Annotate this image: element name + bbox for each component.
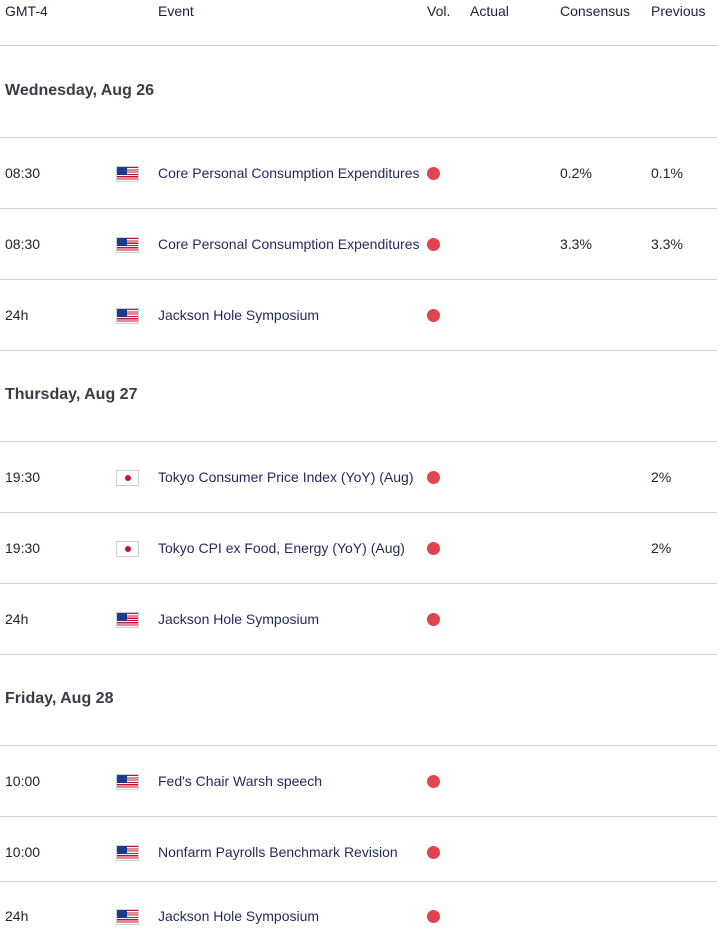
calendar-header: GMT-4 Event Vol. Actual Consensus Previo…	[0, 0, 717, 46]
high-volatility-dot-icon	[427, 775, 440, 788]
event-row[interactable]: 08:30 Core Personal Consumption Expendit…	[0, 209, 717, 280]
event-time: 10:00	[5, 773, 41, 789]
previous-column-header: Previous	[651, 3, 706, 19]
day-label: Wednesday, Aug 26	[5, 82, 155, 99]
timezone-header[interactable]: GMT-4	[5, 3, 48, 19]
us-flag-icon	[116, 845, 139, 861]
volatility-column-header: Vol.	[427, 3, 451, 19]
event-name-link[interactable]: Jackson Hole Symposium	[158, 307, 320, 323]
day-label: Thursday, Aug 27	[5, 386, 138, 403]
event-name-link[interactable]: Tokyo CPI ex Food, Energy (YoY) (Aug)	[158, 540, 405, 556]
event-row[interactable]: 08:30 Core Personal Consumption Expendit…	[0, 138, 717, 209]
consensus-column-header: Consensus	[560, 3, 631, 19]
previous-value: 2%	[651, 469, 672, 485]
consensus-value: 3.3%	[560, 236, 592, 252]
event-time: 24h	[5, 307, 29, 323]
event-name-link[interactable]: Core Personal Consumption Expenditures	[158, 165, 420, 181]
event-row[interactable]: 10:00 Fed's Chair Warsh speech	[0, 746, 717, 817]
us-flag-icon	[116, 612, 139, 628]
us-flag-icon	[116, 166, 139, 182]
actual-column-header: Actual	[470, 3, 509, 19]
high-volatility-dot-icon	[427, 910, 440, 923]
event-row[interactable]: 24h Jackson Hole Symposium	[0, 584, 717, 655]
event-name-link[interactable]: Jackson Hole Symposium	[158, 611, 320, 627]
event-row[interactable]: 19:30 Tokyo CPI ex Food, Energy (YoY) (A…	[0, 513, 717, 584]
event-row[interactable]: 24h Jackson Hole Symposium	[0, 280, 717, 351]
day-label: Friday, Aug 28	[5, 690, 114, 707]
event-time: 08:30	[5, 236, 41, 252]
high-volatility-dot-icon	[427, 542, 440, 555]
event-time: 08:30	[5, 165, 41, 181]
event-name-link[interactable]: Tokyo Consumer Price Index (YoY) (Aug)	[158, 469, 414, 485]
previous-value: 2%	[651, 540, 672, 556]
high-volatility-dot-icon	[427, 471, 440, 484]
event-time: 10:00	[5, 844, 41, 860]
high-volatility-dot-icon	[427, 309, 440, 322]
previous-value: 0.1%	[651, 165, 683, 181]
event-name-link[interactable]: Core Personal Consumption Expenditures	[158, 236, 420, 252]
event-row[interactable]: 24h Jackson Hole Symposium	[0, 882, 717, 932]
event-time: 19:30	[5, 469, 41, 485]
high-volatility-dot-icon	[427, 238, 440, 251]
day-header-row: Friday, Aug 28	[0, 655, 717, 746]
event-time: 24h	[5, 611, 29, 627]
event-time: 24h	[5, 908, 29, 924]
event-name-link[interactable]: Fed's Chair Warsh speech	[158, 773, 322, 789]
previous-value: 3.3%	[651, 236, 683, 252]
event-row[interactable]: 10:00 Nonfarm Payrolls Benchmark Revisio…	[0, 817, 717, 882]
us-flag-icon	[116, 774, 139, 790]
event-name-link[interactable]: Jackson Hole Symposium	[158, 908, 320, 924]
day-header-row: Wednesday, Aug 26	[0, 46, 717, 138]
jp-flag-icon	[116, 470, 139, 486]
us-flag-icon	[116, 909, 139, 925]
event-row[interactable]: 19:30 Tokyo Consumer Price Index (YoY) (…	[0, 442, 717, 513]
us-flag-icon	[116, 237, 139, 253]
consensus-value: 0.2%	[560, 165, 592, 181]
event-column-header: Event	[158, 3, 194, 19]
jp-flag-icon	[116, 541, 139, 557]
high-volatility-dot-icon	[427, 167, 440, 180]
us-flag-icon	[116, 308, 139, 324]
high-volatility-dot-icon	[427, 613, 440, 626]
high-volatility-dot-icon	[427, 846, 440, 859]
event-time: 19:30	[5, 540, 41, 556]
event-name-link[interactable]: Nonfarm Payrolls Benchmark Revision	[158, 844, 398, 860]
day-header-row: Thursday, Aug 27	[0, 351, 717, 442]
